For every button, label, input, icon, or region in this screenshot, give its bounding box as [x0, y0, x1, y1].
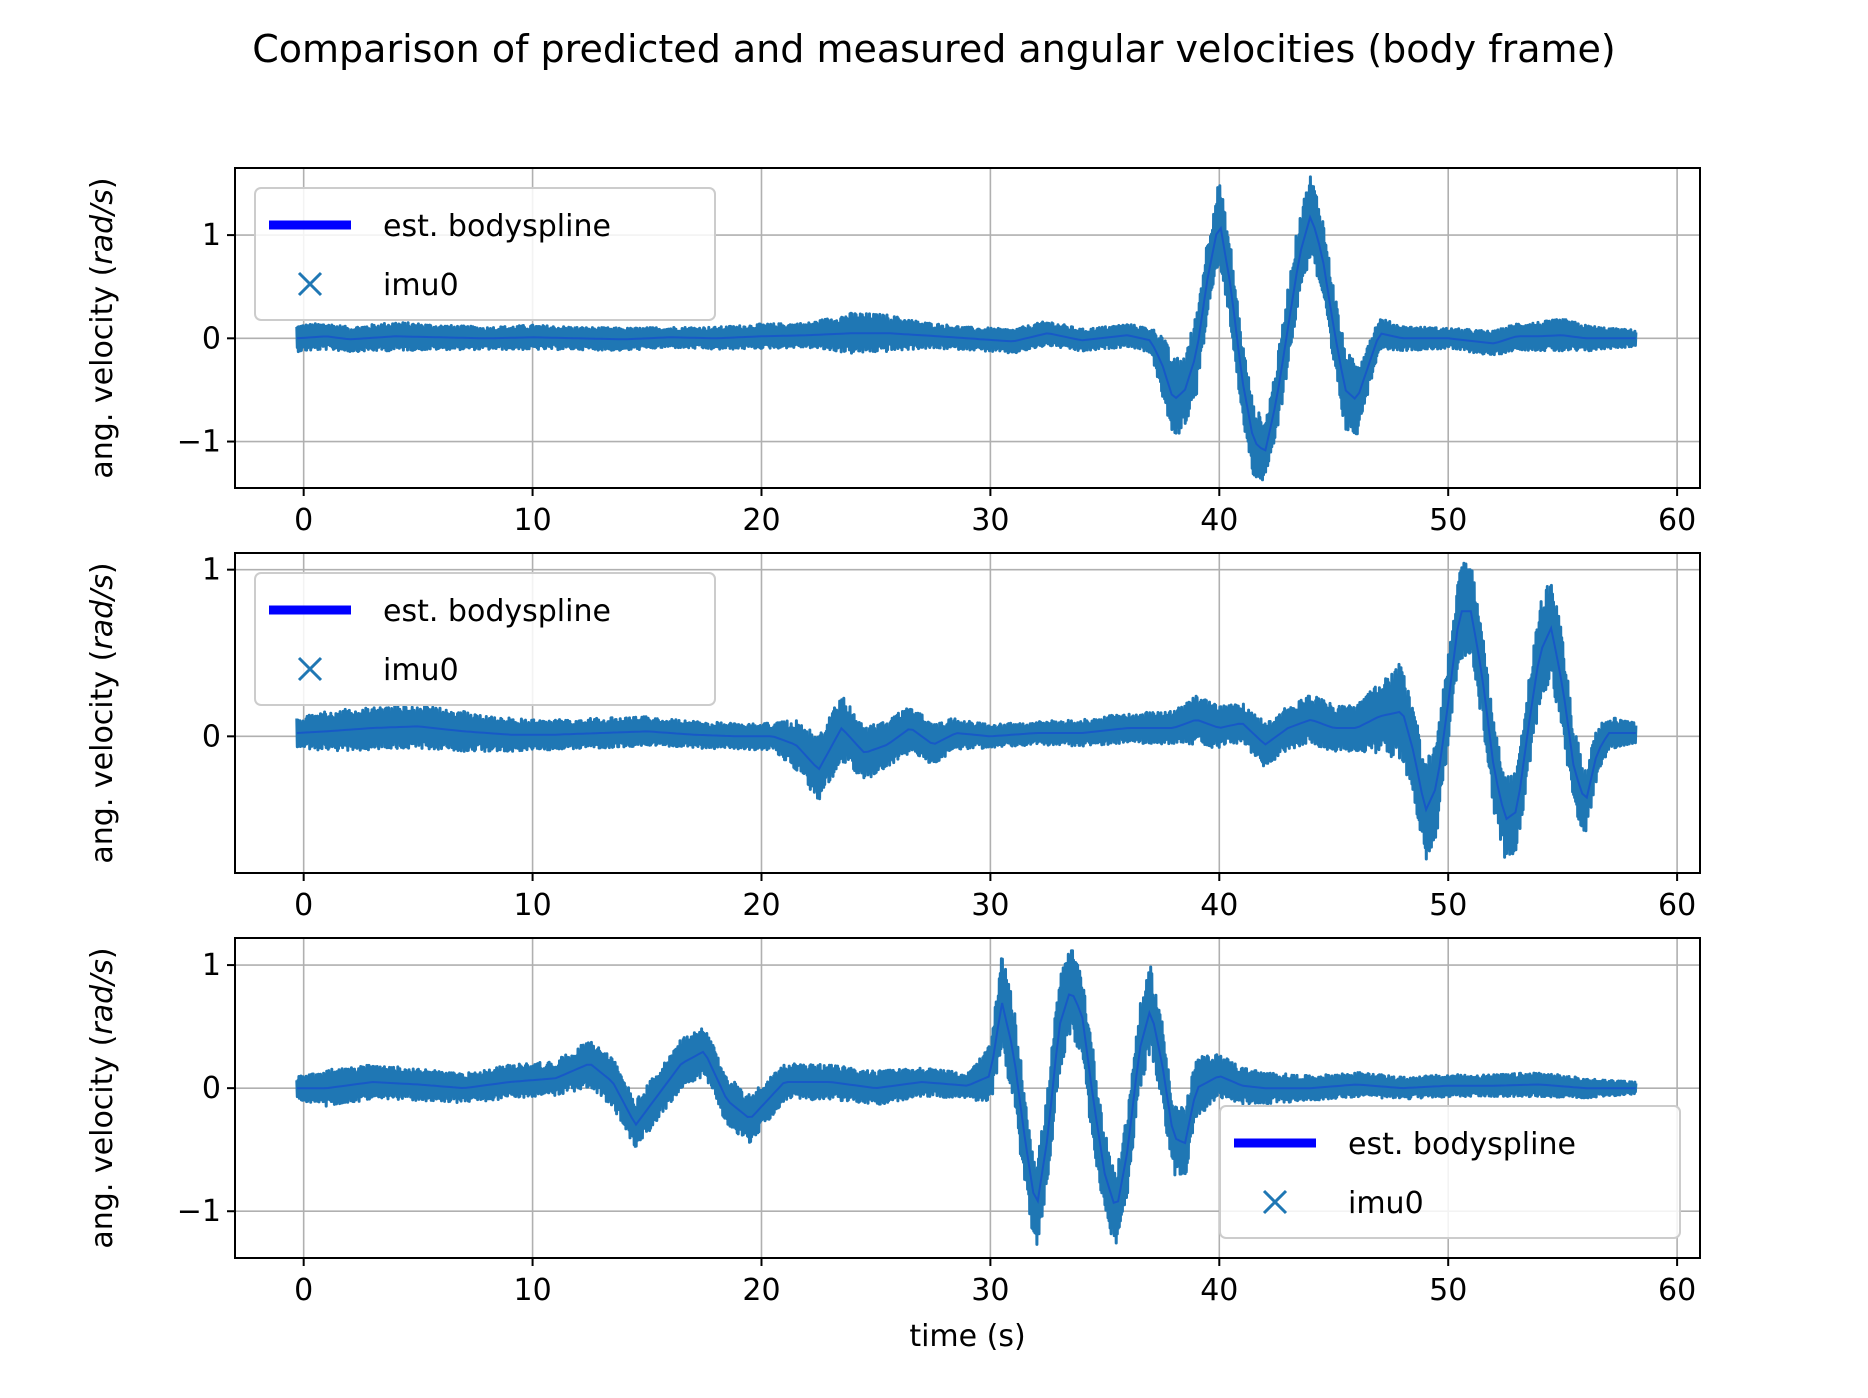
x-tick-label: 0: [294, 888, 313, 923]
legend: est. bodyspline imu0: [254, 572, 716, 706]
est-bodyspline-series: [296, 610, 1636, 821]
y-tick-label: −1: [177, 1194, 221, 1229]
x-tick-label: 0: [294, 503, 313, 538]
legend-imu0-label: imu0: [383, 653, 459, 688]
x-tick-label: 20: [742, 888, 780, 923]
x-tick-label: 60: [1658, 1273, 1696, 1308]
x-tick-label: 60: [1658, 503, 1696, 538]
axes-frame: [234, 552, 1701, 874]
x-tick-label: 30: [971, 888, 1009, 923]
y-axis-label: ang. velocity (rad/s): [85, 947, 120, 1248]
legend: est. bodyspline imu0: [1219, 1105, 1681, 1239]
x-tick-label: 0: [294, 1273, 313, 1308]
y-tick-label: 0: [202, 719, 221, 754]
x-tick-label: 10: [513, 503, 551, 538]
x-tick-label: 50: [1429, 1273, 1467, 1308]
y-tick-label: 1: [202, 553, 221, 588]
legend: est. bodyspline imu0: [254, 187, 716, 321]
x-tick-label: 40: [1200, 503, 1238, 538]
legend-box: [1219, 1105, 1681, 1239]
legend-bodyspline-label: est. bodyspline: [383, 594, 611, 629]
legend-imu0-marker: [1262, 1189, 1288, 1215]
x-tick-label: 40: [1200, 888, 1238, 923]
legend-imu0-marker: [297, 271, 323, 297]
imu0-series: [295, 949, 1638, 1246]
y-tick-label: −1: [177, 425, 221, 460]
x-tick-label: 10: [513, 1273, 551, 1308]
legend-bodyspline-label: est. bodyspline: [383, 209, 611, 244]
legend-box: [254, 187, 716, 321]
x-tick-label: 50: [1429, 888, 1467, 923]
y-tick-label: 0: [202, 321, 221, 356]
x-tick-label: 10: [513, 888, 551, 923]
y-tick-label: 1: [202, 948, 221, 983]
x-tick-label: 50: [1429, 503, 1467, 538]
legend-box: [254, 572, 716, 706]
est-bodyspline-series: [296, 214, 1636, 452]
x-tick-label: 30: [971, 503, 1009, 538]
y-tick-label: 0: [202, 1071, 221, 1106]
y-tick-label: 1: [202, 218, 221, 253]
axes-frame: [234, 167, 1701, 489]
legend-imu0-marker: [297, 656, 323, 682]
x-tick-label: 30: [971, 1273, 1009, 1308]
legend-imu0-label: imu0: [383, 268, 459, 303]
y-axis-label: ang. velocity (rad/s): [85, 177, 120, 478]
est-bodyspline-series: [296, 993, 1636, 1204]
legend-bodyspline-label: est. bodyspline: [1348, 1127, 1576, 1162]
legend-imu0-label: imu0: [1348, 1186, 1424, 1221]
x-tick-label: 20: [742, 1273, 780, 1308]
axes-frame: [234, 937, 1701, 1259]
imu0-series: [295, 561, 1638, 861]
x-tick-label: 20: [742, 503, 780, 538]
x-axis-label: time (s): [909, 1319, 1025, 1354]
x-tick-label: 40: [1200, 1273, 1238, 1308]
y-axis-label: ang. velocity (rad/s): [85, 562, 120, 863]
figure-title: Comparison of predicted and measured ang…: [252, 27, 1616, 71]
x-tick-label: 60: [1658, 888, 1696, 923]
imu0-series: [295, 175, 1638, 482]
